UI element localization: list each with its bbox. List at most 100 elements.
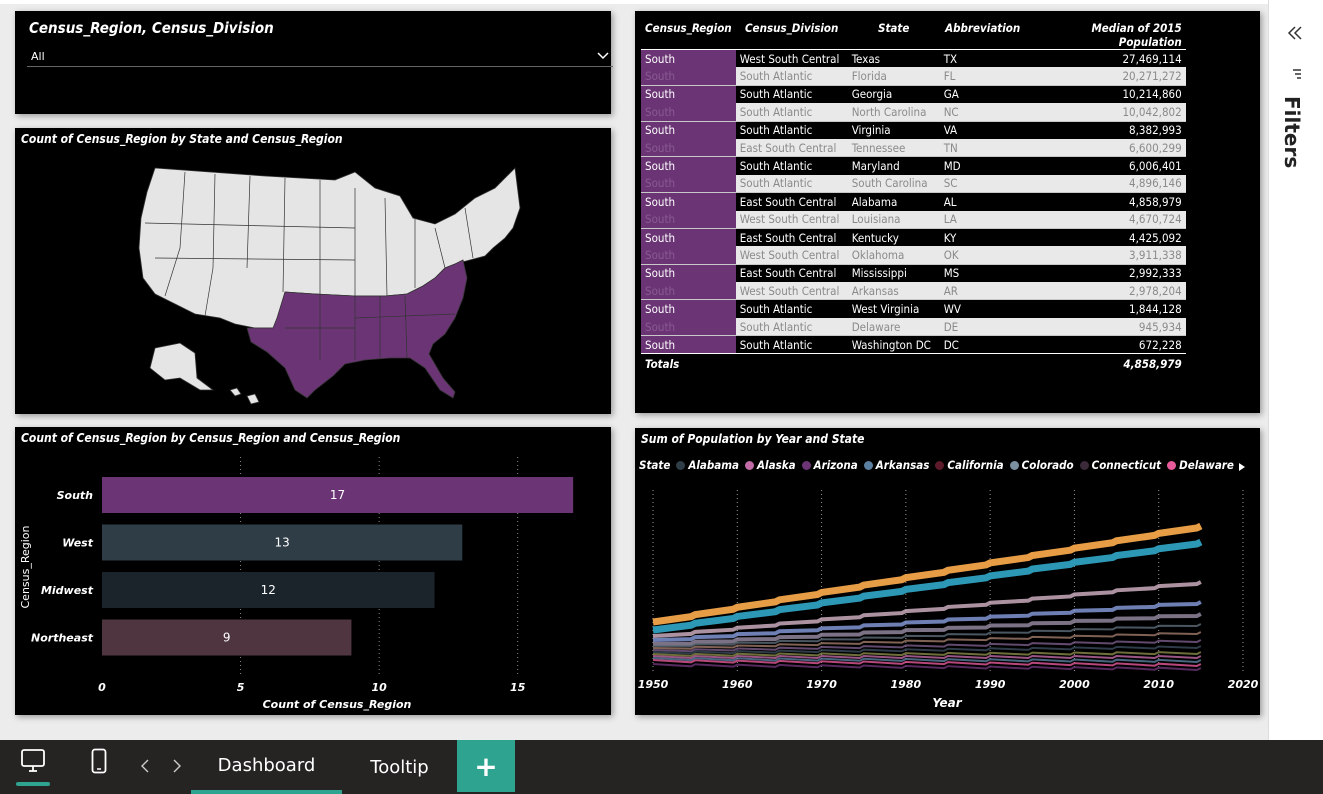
cell-population: 4,425,092 bbox=[1129, 230, 1182, 245]
population-table[interactable]: Census_Region Census_Division State Abbr… bbox=[641, 17, 1186, 374]
header-median-population[interactable]: Median of 2015 Population bbox=[1025, 17, 1186, 50]
table-header-row: Census_Region Census_Division State Abbr… bbox=[641, 17, 1186, 50]
bar-data-label: 12 bbox=[261, 583, 276, 597]
cell-division: South Atlantic bbox=[735, 174, 848, 194]
series-line[interactable] bbox=[652, 651, 1202, 657]
cell-abbreviation: TN bbox=[939, 138, 1026, 158]
map-visual[interactable]: Count of Census_Region by State and Cens… bbox=[15, 128, 611, 414]
series-line[interactable] bbox=[652, 612, 1202, 646]
series-line[interactable] bbox=[652, 538, 1203, 634]
us-map[interactable] bbox=[15, 128, 611, 414]
cell-state: Maryland bbox=[851, 159, 900, 174]
cell-division: South Atlantic bbox=[739, 87, 813, 102]
x-tick-label: 5 bbox=[237, 681, 245, 694]
legend-item[interactable]: Connecticut bbox=[1079, 458, 1161, 472]
cell-abbreviation: DC bbox=[943, 337, 959, 352]
header-abbreviation[interactable]: Abbreviation bbox=[939, 17, 1026, 50]
series-line[interactable] bbox=[652, 657, 1202, 664]
cell-division: West South Central bbox=[735, 210, 848, 229]
series-line[interactable] bbox=[652, 659, 1202, 668]
collapse-chevrons-icon[interactable] bbox=[1287, 26, 1303, 40]
series-line[interactable] bbox=[652, 522, 1203, 626]
cell-abbreviation: MD bbox=[943, 159, 961, 174]
legend-item[interactable]: Alaska bbox=[745, 458, 796, 472]
slicer-value: All bbox=[31, 50, 45, 63]
cell-region: South bbox=[641, 210, 736, 229]
bar-west[interactable] bbox=[102, 524, 463, 561]
x-tick-label: 2020 bbox=[1228, 678, 1259, 691]
series-line[interactable] bbox=[652, 645, 1202, 655]
x-tick-label: 15 bbox=[510, 681, 526, 694]
next-page-icon[interactable] bbox=[172, 759, 182, 773]
y-category-label: West bbox=[62, 537, 93, 550]
table-row[interactable]: South South Atlantic South Carolina SC 4,896… bbox=[641, 174, 1186, 194]
y-axis-title: Census_Region bbox=[19, 525, 32, 608]
table-row[interactable]: South West South Central Oklahoma OK 3,911,3… bbox=[641, 246, 1186, 265]
cell-state: Washington DC bbox=[851, 337, 931, 352]
legend-dot bbox=[801, 461, 811, 470]
tab-tooltip[interactable]: Tooltip bbox=[370, 756, 429, 778]
series-line[interactable] bbox=[652, 600, 1202, 642]
table-row[interactable]: South West South Central Texas TX 27,469,114 bbox=[641, 49, 1186, 68]
legend-item[interactable]: Arizona bbox=[801, 458, 858, 472]
slicer-dropdown[interactable]: All bbox=[27, 47, 613, 67]
table-row[interactable]: South South Atlantic Virginia VA 8,382,993 bbox=[641, 121, 1186, 139]
table-row[interactable]: South East South Central Mississippi MS 2,99… bbox=[641, 264, 1186, 283]
bar-midwest[interactable] bbox=[102, 572, 435, 608]
table-row[interactable]: South South Atlantic Georgia GA 10,214,860 bbox=[641, 85, 1186, 104]
bar-northeast[interactable] bbox=[102, 619, 352, 656]
series-line[interactable] bbox=[652, 654, 1202, 660]
series-line[interactable] bbox=[652, 623, 1202, 648]
legend-item[interactable]: Colorado bbox=[1009, 458, 1074, 472]
table-row[interactable]: South South Atlantic Delaware DE 945,934 bbox=[641, 317, 1186, 337]
area-chart-visual[interactable]: Sum of Population by Year and State Stat… bbox=[635, 428, 1260, 715]
header-census-division[interactable]: Census_Division bbox=[735, 17, 848, 50]
table-visual[interactable]: Census_Region Census_Division State Abbr… bbox=[635, 11, 1260, 413]
series-line[interactable] bbox=[652, 663, 1202, 672]
cell-division: South Atlantic bbox=[739, 159, 813, 174]
cell-region: South bbox=[641, 317, 736, 337]
cell-population: 2,992,333 bbox=[1129, 266, 1182, 281]
tab-dashboard[interactable]: Dashboard bbox=[191, 740, 342, 794]
table-row[interactable]: South West South Central Arkansas AR 2,978,2… bbox=[641, 282, 1186, 301]
cell-state: Kentucky bbox=[851, 230, 899, 245]
cell-population: 27,469,114 bbox=[1122, 51, 1182, 66]
cell-abbreviation: MS bbox=[943, 266, 960, 281]
header-state[interactable]: State bbox=[847, 17, 940, 50]
table-row[interactable]: South South Atlantic North Carolina NC 10,04… bbox=[641, 103, 1186, 122]
series-line[interactable] bbox=[652, 631, 1202, 650]
cell-region: South bbox=[641, 282, 736, 301]
bar-chart-visual[interactable]: Count of Census_Region by Census_Region … bbox=[15, 427, 611, 715]
filter-pane[interactable] bbox=[1268, 0, 1323, 740]
table-row[interactable]: South East South Central Alabama AL 4,858,97… bbox=[641, 192, 1186, 211]
table-row[interactable]: South South Atlantic West Virginia WV 1,844,… bbox=[641, 299, 1186, 318]
bar-chart[interactable]: 0 5 10 15 South 17 West 13 Midwest 12 Northeast 9 Co… bbox=[15, 427, 611, 715]
add-page-button[interactable]: + bbox=[457, 740, 515, 792]
census-slicer[interactable]: Census_Region, Census_Division All bbox=[15, 11, 613, 114]
cell-state: Tennessee bbox=[847, 138, 940, 158]
bar-south[interactable] bbox=[102, 477, 574, 513]
totals-value: 4,858,979 bbox=[1025, 353, 1186, 374]
legend-item[interactable]: California bbox=[935, 458, 1004, 472]
prev-page-icon[interactable] bbox=[140, 759, 150, 773]
table-row[interactable]: South East South Central Kentucky KY 4,425,0… bbox=[641, 228, 1186, 247]
area-chart-title: Sum of Population by Year and State bbox=[641, 432, 865, 446]
mobile-view-icon[interactable] bbox=[91, 748, 107, 774]
header-census-region[interactable]: Census_Region bbox=[641, 17, 736, 50]
series-line[interactable] bbox=[652, 580, 1202, 638]
legend-item[interactable]: Alabama bbox=[676, 458, 739, 472]
legend-next-icon[interactable] bbox=[1237, 462, 1247, 472]
table-row[interactable]: South East South Central Tennessee TN 6,600,… bbox=[641, 138, 1186, 158]
area-chart[interactable]: 1950 1960 1970 1980 1990 2000 2010 2020 Year bbox=[635, 428, 1260, 715]
table-row[interactable]: South West South Central Louisiana LA 4,670,… bbox=[641, 210, 1186, 229]
x-axis-title: Year bbox=[932, 696, 962, 710]
filters-label[interactable]: Filters bbox=[1280, 96, 1304, 169]
cell-population: 10,214,860 bbox=[1122, 87, 1182, 102]
table-row[interactable]: South South Atlantic Washington DC DC 672,22… bbox=[641, 335, 1186, 354]
table-row[interactable]: South South Atlantic Maryland MD 6,006,401 bbox=[641, 156, 1186, 175]
table-row[interactable]: South South Atlantic Florida FL 20,271,272 bbox=[641, 67, 1186, 86]
desktop-view-button[interactable] bbox=[14, 746, 52, 788]
legend-item[interactable]: Delaware bbox=[1167, 458, 1234, 472]
legend-item[interactable]: Arkansas bbox=[863, 458, 929, 472]
series-line[interactable] bbox=[652, 639, 1202, 653]
